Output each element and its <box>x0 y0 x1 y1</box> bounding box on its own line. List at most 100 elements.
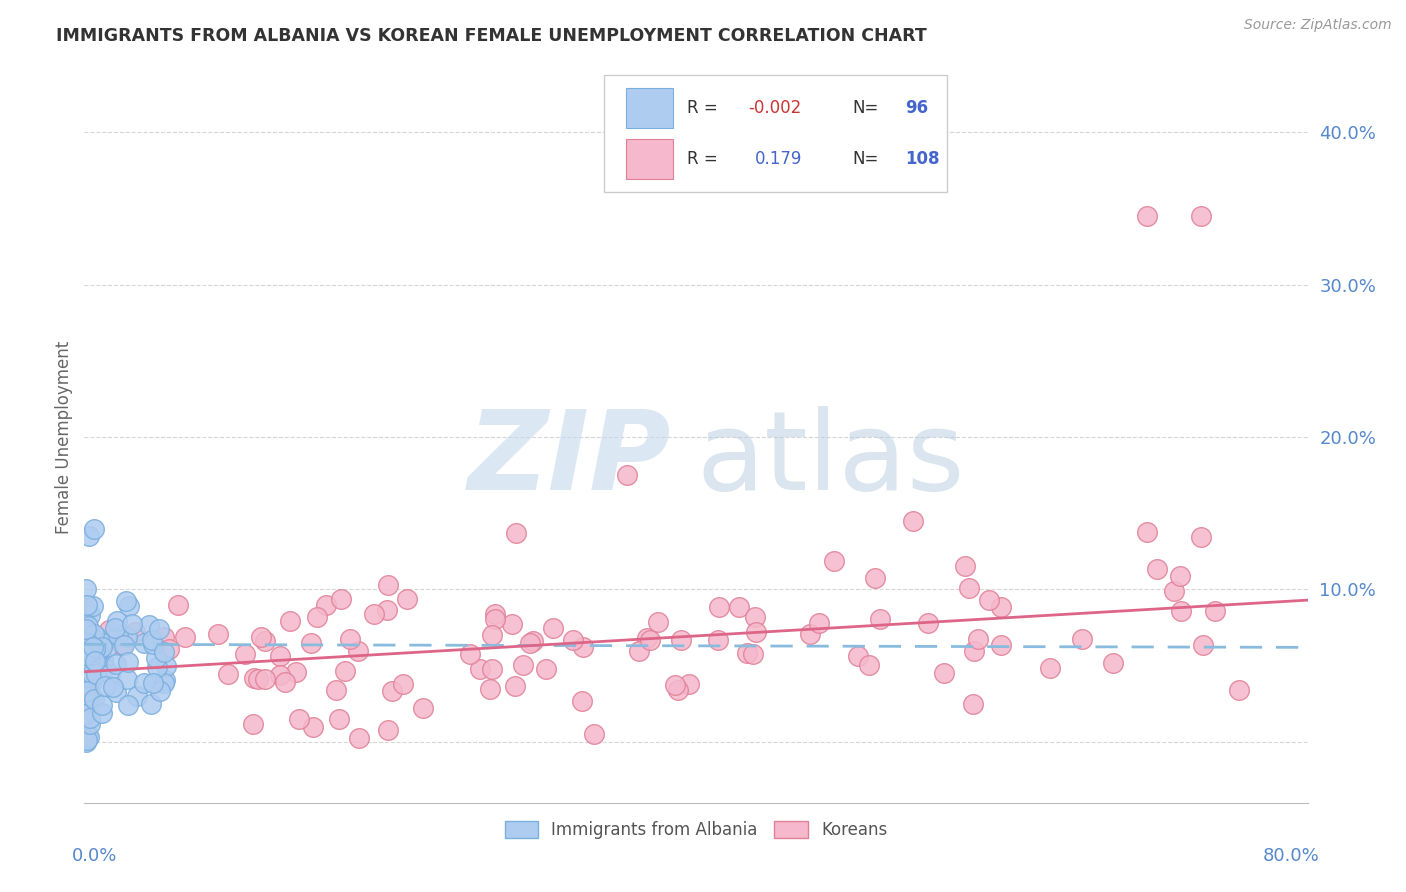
Point <box>96 640 118 654</box>
Point <box>616 468 638 483</box>
Point <box>141 633 163 648</box>
Bar <box>626 139 672 179</box>
Point <box>377 578 399 592</box>
Point <box>75 706 97 721</box>
Point <box>153 676 176 690</box>
Point <box>846 649 869 664</box>
Point <box>250 630 273 644</box>
Point <box>98 623 121 637</box>
Point <box>285 665 308 679</box>
Point <box>741 647 763 661</box>
Point <box>280 614 302 628</box>
Point <box>142 636 165 650</box>
Point <box>254 634 277 648</box>
Point <box>153 631 176 645</box>
Point <box>1163 584 1185 599</box>
Text: Source: ZipAtlas.com: Source: ZipAtlas.com <box>1244 18 1392 32</box>
Point <box>79 710 101 724</box>
Point <box>91 698 114 713</box>
Point <box>75 639 97 653</box>
Point <box>77 619 100 633</box>
Text: -0.002: -0.002 <box>748 99 801 117</box>
Point <box>664 678 686 692</box>
Point <box>87 645 110 659</box>
Point <box>79 695 101 709</box>
Point <box>134 636 156 650</box>
Point <box>77 651 100 665</box>
Point <box>628 644 651 658</box>
Point <box>76 672 98 686</box>
Point <box>75 648 97 663</box>
Point <box>77 624 100 639</box>
Y-axis label: Female Unemployment: Female Unemployment <box>55 341 73 533</box>
Point <box>247 672 270 686</box>
Point <box>79 645 101 659</box>
Point <box>470 662 492 676</box>
Point <box>117 698 139 712</box>
Point <box>84 667 107 681</box>
Point <box>707 633 730 648</box>
Point <box>141 697 163 711</box>
Point <box>269 648 291 663</box>
Point <box>79 641 101 656</box>
Point <box>315 598 337 612</box>
Point <box>745 625 768 640</box>
Point <box>138 617 160 632</box>
Point <box>77 684 100 698</box>
Point <box>505 679 527 693</box>
Point <box>707 600 730 615</box>
Point <box>735 646 758 660</box>
Point <box>903 514 925 528</box>
Point <box>82 634 104 648</box>
Point <box>522 633 544 648</box>
Point <box>121 617 143 632</box>
Point <box>347 644 370 658</box>
Point <box>396 592 419 607</box>
Point <box>75 582 97 597</box>
Point <box>377 603 399 617</box>
Point <box>77 662 100 676</box>
Point <box>501 617 523 632</box>
Point <box>666 683 689 698</box>
Point <box>484 612 506 626</box>
Point <box>481 628 503 642</box>
Point <box>115 594 138 608</box>
Point <box>83 627 105 641</box>
Point <box>148 622 170 636</box>
Point <box>363 607 385 622</box>
Point <box>127 689 149 703</box>
Point <box>142 676 165 690</box>
Point <box>536 662 558 676</box>
Point <box>1135 524 1157 539</box>
Point <box>325 682 347 697</box>
Point <box>636 631 658 645</box>
FancyBboxPatch shape <box>605 75 946 192</box>
Text: atlas: atlas <box>696 406 965 513</box>
Text: N=: N= <box>852 99 879 117</box>
Text: 0.179: 0.179 <box>755 150 801 168</box>
Point <box>583 727 606 741</box>
Point <box>75 723 97 737</box>
Point <box>412 700 434 714</box>
Point <box>76 604 98 618</box>
Point <box>75 668 97 682</box>
Point <box>84 654 107 668</box>
Point <box>75 665 97 680</box>
Point <box>107 628 129 642</box>
Point <box>83 691 105 706</box>
Point <box>1168 569 1191 583</box>
Text: N=: N= <box>852 150 879 168</box>
Point <box>1204 604 1226 618</box>
Point <box>173 630 195 644</box>
Point <box>79 631 101 645</box>
Point <box>79 716 101 731</box>
Point <box>744 609 766 624</box>
Point <box>638 633 661 648</box>
Point <box>1191 638 1213 652</box>
Point <box>105 614 128 628</box>
Point <box>481 663 503 677</box>
Point <box>132 675 155 690</box>
Point <box>808 615 831 630</box>
Point <box>76 727 98 741</box>
Point <box>94 661 117 675</box>
